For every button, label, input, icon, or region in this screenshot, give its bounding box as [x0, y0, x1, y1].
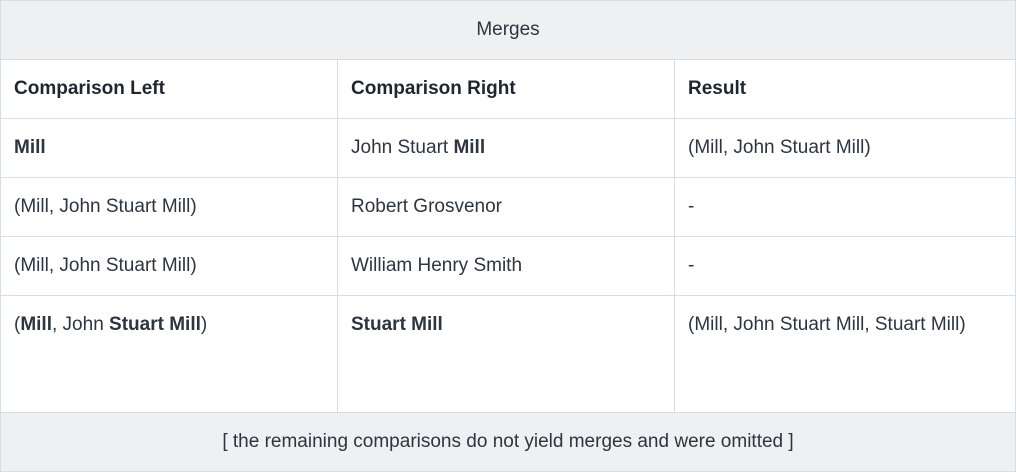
cell-result: (Mill, John Stuart Mill, Stuart Mill) [673, 295, 1016, 413]
table-caption: Merges [0, 0, 1016, 60]
cell-text-segment: Mill [14, 137, 46, 158]
cell-text-segment: (Mill, John Stuart Mill) [14, 255, 197, 276]
cell-comparison-right: Robert Grosvenor [337, 177, 675, 237]
table-caption-row: Merges [0, 0, 1016, 60]
header-comparison-left: Comparison Left [0, 59, 338, 119]
cell-comparison-left: (Mill, John Stuart Mill) [0, 177, 338, 237]
header-comparison-right: Comparison Right [337, 59, 675, 119]
table-row: (Mill, John Stuart Mill) Robert Grosveno… [0, 177, 1016, 237]
cell-text-segment: John Stuart [351, 137, 454, 158]
cell-result: - [673, 177, 1016, 237]
table-row: (Mill, John Stuart Mill) William Henry S… [0, 236, 1016, 296]
cell-comparison-left: (Mill, John Stuart Mill) [0, 295, 338, 413]
table-footer-note: [ the remaining comparisons do not yield… [0, 412, 1016, 472]
cell-comparison-right: William Henry Smith [337, 236, 675, 296]
table-row: (Mill, John Stuart Mill) Stuart Mill (Mi… [0, 295, 1016, 413]
cell-comparison-left: (Mill, John Stuart Mill) [0, 236, 338, 296]
cell-text-segment: Mill [453, 137, 486, 158]
table-row: Mill John Stuart Mill (Mill, John Stuart… [0, 118, 1016, 178]
table-header-row: Comparison Left Comparison Right Result [0, 59, 1016, 119]
cell-text-segment: Stuart Mill [109, 314, 201, 335]
cell-comparison-right: Stuart Mill [337, 295, 675, 413]
cell-text-segment: (Mill, John Stuart Mill) [14, 196, 197, 217]
cell-text-segment: William Henry Smith [351, 255, 523, 276]
header-result: Result [673, 59, 1016, 119]
cell-comparison-left: Mill [0, 118, 338, 178]
cell-text-segment: ) [200, 314, 208, 335]
cell-text-segment: Stuart Mill [351, 314, 443, 335]
cell-text-segment: Mill [20, 314, 52, 335]
cell-result: (Mill, John Stuart Mill) [673, 118, 1016, 178]
cell-result: - [673, 236, 1016, 296]
cell-text-segment: ( [14, 314, 21, 335]
cell-text-segment: , John [52, 314, 110, 335]
table-footer-row: [ the remaining comparisons do not yield… [0, 412, 1016, 472]
cell-comparison-right: John Stuart Mill [337, 118, 675, 178]
cell-text-segment: Robert Grosvenor [351, 196, 503, 217]
